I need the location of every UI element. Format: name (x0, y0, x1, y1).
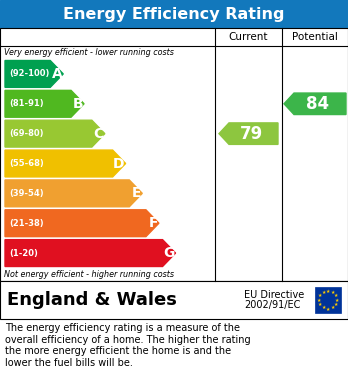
Text: Potential: Potential (292, 32, 338, 42)
Polygon shape (284, 93, 346, 115)
Polygon shape (219, 123, 278, 144)
Text: (21-38): (21-38) (9, 219, 44, 228)
Text: ★: ★ (318, 293, 322, 298)
Text: Current: Current (229, 32, 268, 42)
Bar (0, 28, 348, 281)
Text: B: B (72, 97, 83, 111)
Text: G: G (163, 246, 175, 260)
Bar (0, 0, 348, 28)
Text: A: A (52, 67, 62, 81)
Text: 79: 79 (240, 125, 263, 143)
Polygon shape (5, 90, 84, 117)
Text: ★: ★ (326, 307, 330, 312)
Text: 2002/91/EC: 2002/91/EC (244, 300, 300, 310)
Text: (92-100): (92-100) (9, 70, 49, 79)
Text: Very energy efficient - lower running costs: Very energy efficient - lower running co… (4, 48, 174, 57)
Text: ★: ★ (335, 298, 339, 303)
Polygon shape (5, 240, 175, 267)
Text: (55-68): (55-68) (9, 159, 44, 168)
Text: F: F (148, 216, 158, 230)
Text: 84: 84 (307, 95, 330, 113)
Polygon shape (5, 61, 63, 87)
Text: Energy Efficiency Rating: Energy Efficiency Rating (63, 7, 285, 22)
Text: ★: ★ (321, 290, 326, 295)
Text: (81-91): (81-91) (9, 99, 44, 108)
Text: Not energy efficient - higher running costs: Not energy efficient - higher running co… (4, 270, 174, 279)
Text: (39-54): (39-54) (9, 189, 44, 198)
Text: ★: ★ (321, 305, 326, 310)
Polygon shape (5, 210, 159, 237)
Polygon shape (5, 150, 126, 177)
Text: ★: ★ (330, 290, 335, 295)
Polygon shape (5, 180, 142, 207)
Text: ★: ★ (330, 305, 335, 310)
Text: ★: ★ (326, 289, 330, 294)
Text: ★: ★ (334, 293, 338, 298)
Text: ★: ★ (334, 302, 338, 307)
Polygon shape (5, 120, 105, 147)
Text: D: D (113, 156, 125, 170)
FancyBboxPatch shape (315, 287, 341, 313)
Text: England & Wales: England & Wales (7, 291, 177, 309)
Text: (1-20): (1-20) (9, 249, 38, 258)
Text: ★: ★ (318, 302, 322, 307)
Bar (0, 281, 348, 319)
Text: ★: ★ (317, 298, 321, 303)
Text: (69-80): (69-80) (9, 129, 44, 138)
Text: EU Directive: EU Directive (244, 290, 304, 300)
Text: C: C (94, 127, 104, 141)
Text: The energy efficiency rating is a measure of the
overall efficiency of a home. T: The energy efficiency rating is a measur… (5, 323, 251, 368)
Text: E: E (132, 187, 141, 200)
